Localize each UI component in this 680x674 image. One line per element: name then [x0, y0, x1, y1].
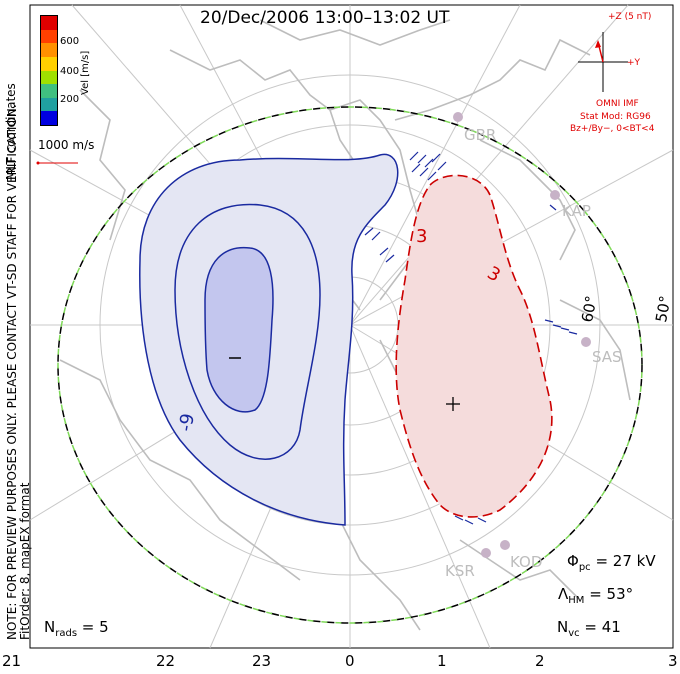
colorbar-swatch [41, 97, 57, 112]
mlt-tick-21: 21 [2, 652, 22, 670]
velocity-scale-label: 1000 m/s [38, 138, 95, 152]
n-vc-stat: Nvc = 41 [557, 618, 621, 639]
map-title: 20/Dec/2006 13:00–13:02 UT [200, 8, 450, 28]
station-ksr: KSR [445, 562, 475, 580]
contour-label-pos-1: 3 [416, 226, 428, 247]
colorbar-swatch [41, 84, 57, 98]
lambda-hm-stat: ΛHM = 53° [558, 585, 634, 606]
imf-source: OMNI IMF [596, 99, 639, 109]
colorbar-swatch [41, 70, 57, 85]
imf-vector-head [595, 40, 601, 48]
mlt-tick-3: 3 [668, 652, 678, 670]
mlt-tick-1: 1 [437, 652, 447, 670]
station-gbr: GBR [464, 126, 497, 144]
mlt-tick-22: 22 [156, 652, 176, 670]
preview-note: NOTE: FOR PREVIEW PURPOSES ONLY. PLEASE … [5, 104, 19, 640]
mlt-tick-2: 2 [535, 652, 545, 670]
imf-y-label: +Y [627, 58, 641, 68]
colorbar-tick-600: 600 [60, 36, 80, 47]
mlt-tick-0: 0 [345, 652, 355, 670]
station-sas: SAS [592, 348, 622, 366]
colorbar-swatch [41, 16, 57, 30]
negative-cell-core [204, 246, 274, 413]
phi-pc-value: 27 kV [612, 552, 656, 570]
colorbar-swatch [41, 43, 57, 57]
map-frame [29, 4, 674, 649]
colorbar-label: Vel [m/s] [80, 50, 91, 95]
velocity-vectors [364, 151, 578, 525]
colorbar-swatch [41, 29, 57, 44]
heppner-maynard-boundary-green [57, 106, 643, 624]
positive-cell [395, 174, 553, 518]
station-kod: KOD [510, 553, 543, 571]
fit-order-label: FitOrder: 8, mapEX format [18, 482, 32, 640]
imf-model: Stat Mod: RG96 [580, 112, 651, 122]
colorbar-tick-200: 200 [60, 94, 80, 105]
station-markers [453, 112, 591, 558]
n-vc-value: 41 [601, 618, 621, 636]
imf-condition: Bz+/By−, 0<BT<4 [570, 124, 655, 134]
lambda-hm-value: 53° [606, 585, 634, 603]
colorbar-swatch [41, 56, 57, 71]
contour-label-neg: -9 [175, 411, 199, 434]
station-kap: KAP [562, 202, 591, 220]
imf-z-label: +Z (5 nT) [608, 12, 652, 22]
velocity-colorbar [40, 15, 58, 126]
colorbar-tick-400: 400 [60, 66, 80, 77]
phi-pc-stat: Φpc = 27 kV [567, 552, 656, 573]
heppner-maynard-boundary [57, 106, 643, 624]
velocity-scale-dot [36, 161, 40, 165]
mlt-tick-23: 23 [252, 652, 272, 670]
n-rads-stat: Nrads = 5 [44, 618, 109, 639]
n-rads-value: 5 [99, 618, 109, 636]
colorbar-swatch [41, 111, 57, 125]
